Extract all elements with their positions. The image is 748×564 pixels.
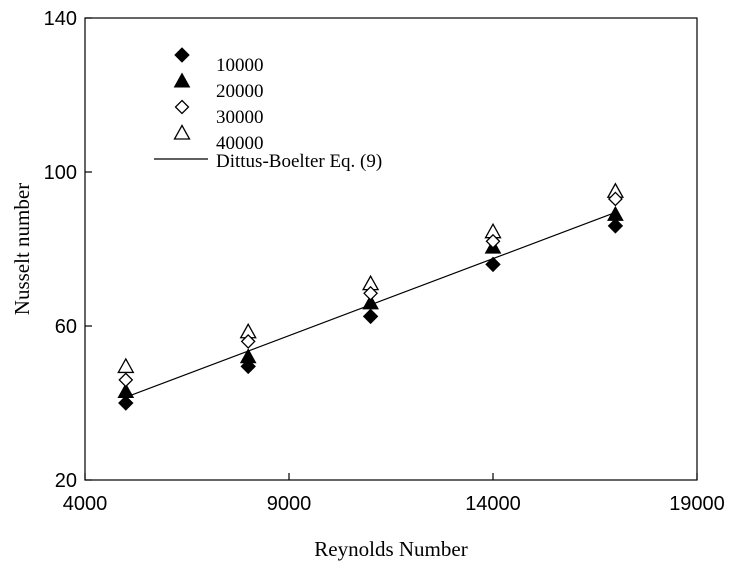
data-point-30000 [240,333,256,349]
plot-area [84,17,698,481]
legend-label: 20000 [216,81,264,102]
y-tick-label: 100 [44,162,77,184]
data-point-20000 [239,348,257,364]
legend-marker-40000 [173,124,191,140]
y-tick-label: 20 [55,470,77,492]
x-tick-label: 9000 [267,493,312,515]
x-tick-label: 19000 [669,493,725,515]
legend-marker-10000 [174,47,190,63]
data-point-10000 [362,308,379,325]
data-point-30000 [485,233,501,249]
y-axis-title: Nusselt number [10,183,34,315]
x-axis-title: Reynolds Number [314,537,467,561]
data-point-30000 [607,191,623,207]
y-axis: 20 60 100 140 [44,8,92,492]
data-point-20000 [607,205,624,221]
legend-label: 10000 [216,55,264,76]
x-tick-label: 14000 [465,493,521,515]
y-tick-label: 140 [44,8,77,30]
legend-marker-30000 [174,99,190,115]
data-point-10000 [118,395,134,411]
legend-label: 30000 [216,107,264,128]
data-markers [117,182,625,411]
x-tick-label: 4000 [63,493,108,515]
data-point-20000 [362,294,379,310]
data-point-10000 [607,218,624,234]
data-point-40000 [117,357,135,374]
data-point-20000 [117,382,135,398]
data-point-10000 [485,256,501,273]
legend-label: Dittus-Boelter Eq. (9) [216,151,382,172]
legend-label: 40000 [216,133,264,154]
data-point-30000 [363,285,379,301]
data-point-30000 [118,372,134,388]
legend-marker-20000 [173,72,191,88]
y-tick-label: 60 [55,316,77,338]
x-axis: 4000 9000 14000 19000 [63,473,725,515]
